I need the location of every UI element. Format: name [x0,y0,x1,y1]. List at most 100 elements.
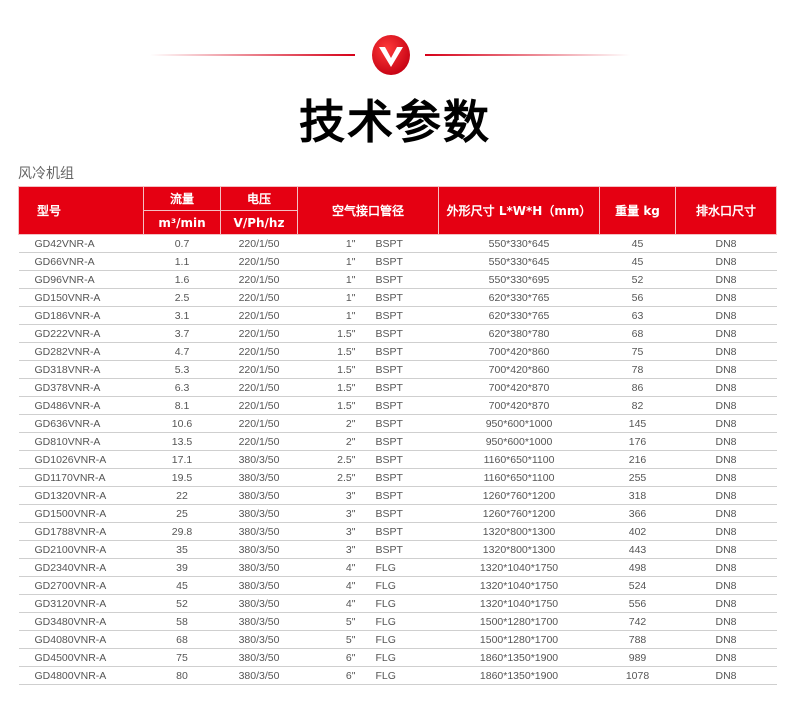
cell-dims: 1320*800*1300 [438,522,600,541]
cell-drain: DN8 [675,630,777,649]
cell-psize: 1.5" [297,396,368,415]
section-label: 风冷机组 [18,166,74,182]
cell-drain: DN8 [675,396,777,415]
cell-weight: 1078 [599,666,676,685]
cell-weight: 45 [599,234,676,253]
cell-drain: DN8 [675,486,777,505]
cell-drain: DN8 [675,378,777,397]
cell-voltage: 380/3/50 [220,612,298,631]
cell-flow: 5.3 [143,360,221,379]
cell-psize: 2" [297,432,368,451]
table-row: GD96VNR-A 1.6 220/1/50 1" BSPT 550*330*695 52 D… [18,270,777,289]
cell-psize: 1.5" [297,324,368,343]
cell-ptype: FLG [367,594,439,613]
table-row: GD4500VNR-A 75 380/3/50 6" FLG 1860*1350*1900… [18,648,777,667]
cell-psize: 3" [297,522,368,541]
cell-voltage: 380/3/50 [220,648,298,667]
cell-psize: 4" [297,594,368,613]
cell-flow: 4.7 [143,342,221,361]
cell-weight: 255 [599,468,676,487]
table-row: GD3120VNR-A 52 380/3/50 4" FLG 1320*1040*1750… [18,594,777,613]
cell-ptype: BSPT [367,432,439,451]
divider-line-right [425,54,630,56]
cell-voltage: 380/3/50 [220,522,298,541]
cell-weight: 52 [599,270,676,289]
cell-psize: 6" [297,666,368,685]
cell-weight: 176 [599,432,676,451]
cell-psize: 5" [297,612,368,631]
header-voltage-unit: V/Ph/hz [220,210,298,235]
cell-flow: 3.1 [143,306,221,325]
table-row: GD2100VNR-A 35 380/3/50 3" BSPT 1320*800*1300… [18,540,777,559]
cell-ptype: BSPT [367,252,439,271]
cell-dims: 1500*1280*1700 [438,630,600,649]
cell-psize: 1.5" [297,360,368,379]
cell-flow: 0.7 [143,234,221,253]
cell-weight: 63 [599,306,676,325]
cell-drain: DN8 [675,288,777,307]
cell-psize: 6" [297,648,368,667]
cell-flow: 80 [143,666,221,685]
cell-psize: 2.5" [297,450,368,469]
cell-drain: DN8 [675,360,777,379]
header-model: 型号 [18,186,144,235]
cell-model: GD1500VNR-A [18,504,144,523]
cell-ptype: FLG [367,612,439,631]
table-row: GD810VNR-A 13.5 220/1/50 2" BSPT 950*600*1000… [18,432,777,451]
table-row: GD186VNR-A 3.1 220/1/50 1" BSPT 620*330*765 63… [18,306,777,325]
chevron-down-logo-icon [372,35,410,75]
table-row: GD2700VNR-A 45 380/3/50 4" FLG 1320*1040*1750… [18,576,777,595]
cell-voltage: 380/3/50 [220,468,298,487]
cell-ptype: BSPT [367,270,439,289]
cell-flow: 3.7 [143,324,221,343]
cell-flow: 25 [143,504,221,523]
cell-flow: 58 [143,612,221,631]
cell-ptype: BSPT [367,306,439,325]
cell-weight: 742 [599,612,676,631]
cell-drain: DN8 [675,648,777,667]
cell-psize: 1" [297,252,368,271]
cell-dims: 1320*800*1300 [438,540,600,559]
cell-weight: 556 [599,594,676,613]
table-row: GD1170VNR-A 19.5 380/3/50 2.5" BSPT 1160*650*… [18,468,777,487]
cell-weight: 82 [599,396,676,415]
header-flow: 流量 [143,186,221,211]
cell-dims: 620*330*765 [438,288,600,307]
cell-flow: 13.5 [143,432,221,451]
cell-ptype: FLG [367,666,439,685]
cell-dims: 700*420*870 [438,378,600,397]
cell-ptype: BSPT [367,360,439,379]
cell-drain: DN8 [675,270,777,289]
cell-dims: 1160*650*1100 [438,450,600,469]
cell-weight: 145 [599,414,676,433]
divider-line-left [150,54,355,56]
cell-weight: 402 [599,522,676,541]
cell-model: GD1026VNR-A [18,450,144,469]
cell-drain: DN8 [675,522,777,541]
cell-weight: 78 [599,360,676,379]
table-row: GD3480VNR-A 58 380/3/50 5" FLG 1500*1280*1700… [18,612,777,631]
cell-voltage: 220/1/50 [220,270,298,289]
cell-dims: 1160*650*1100 [438,468,600,487]
cell-voltage: 220/1/50 [220,234,298,253]
cell-flow: 45 [143,576,221,595]
cell-model: GD2700VNR-A [18,576,144,595]
cell-dims: 950*600*1000 [438,432,600,451]
cell-psize: 2" [297,414,368,433]
cell-voltage: 220/1/50 [220,432,298,451]
table-row: GD1788VNR-A 29.8 380/3/50 3" BSPT 1320*800*13… [18,522,777,541]
table-row: GD42VNR-A 0.7 220/1/50 1" BSPT 550*330*645 45 D… [18,234,777,253]
cell-voltage: 220/1/50 [220,306,298,325]
cell-voltage: 380/3/50 [220,558,298,577]
cell-dims: 550*330*645 [438,234,600,253]
cell-psize: 4" [297,558,368,577]
cell-voltage: 380/3/50 [220,540,298,559]
cell-flow: 22 [143,486,221,505]
cell-dims: 1260*760*1200 [438,504,600,523]
table-row: GD378VNR-A 6.3 220/1/50 1.5" BSPT 700*420*870… [18,378,777,397]
cell-voltage: 220/1/50 [220,378,298,397]
cell-model: GD1320VNR-A [18,486,144,505]
table-row: GD486VNR-A 8.1 220/1/50 1.5" BSPT 700*420*870… [18,396,777,415]
cell-drain: DN8 [675,252,777,271]
cell-voltage: 220/1/50 [220,342,298,361]
